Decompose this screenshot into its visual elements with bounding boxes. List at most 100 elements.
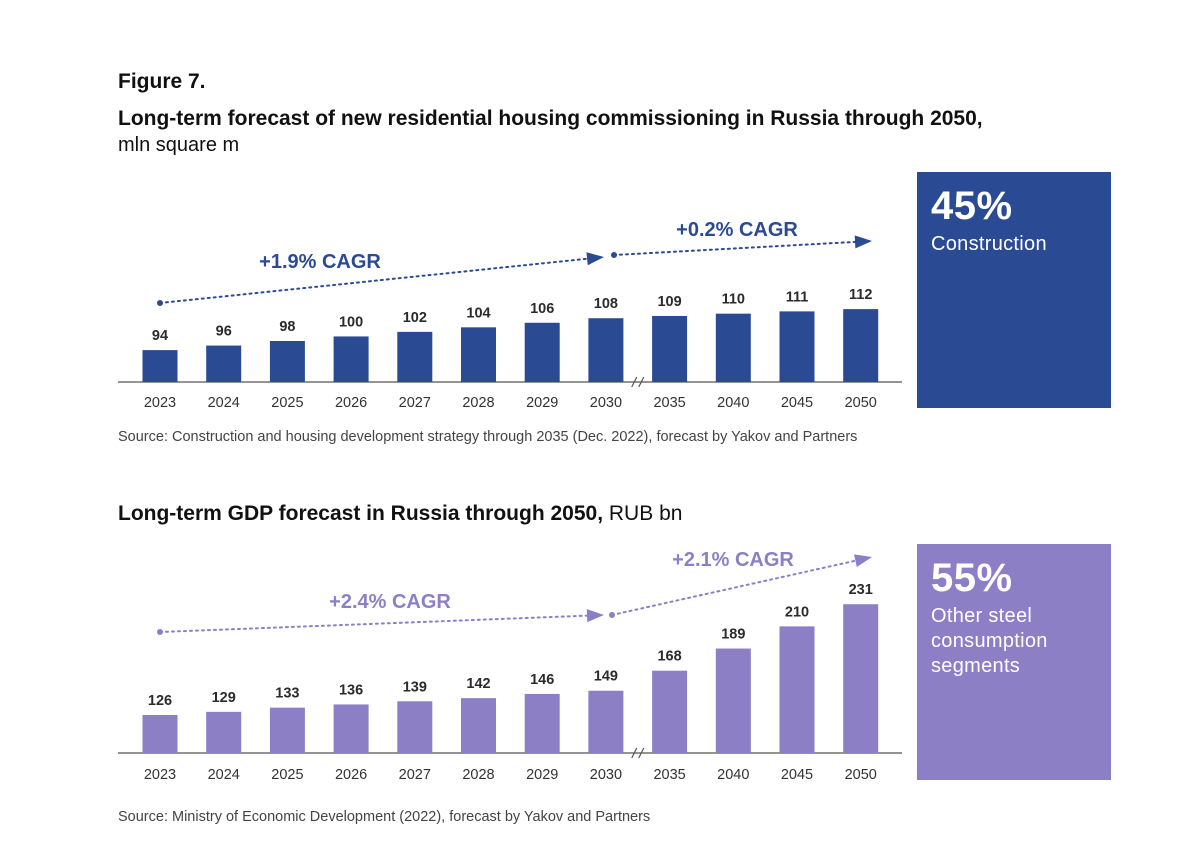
chart1-cagr-1-line <box>159 257 591 304</box>
chart1-bar-2028 <box>461 327 496 382</box>
chart1-tick-2028: 2028 <box>462 395 494 411</box>
chart2-tick-2045: 2045 <box>781 767 813 783</box>
chart2-callout-label: Other steel consumption segments <box>931 605 1048 677</box>
chart2-tick-2040: 2040 <box>717 767 749 783</box>
chart2-value-label-2027: 139 <box>403 679 427 695</box>
chart1-bar-2025 <box>269 341 305 382</box>
chart1-bar-2029 <box>524 322 560 382</box>
chart1-value-label-2035: 109 <box>657 294 681 310</box>
chart1-tick-2027: 2027 <box>399 395 431 411</box>
chart2-bar-2035 <box>652 670 688 753</box>
chart1-bar-2040 <box>715 313 751 382</box>
chart2-bar-2025 <box>269 707 305 753</box>
chart1-value-label-2045: 111 <box>786 289 809 305</box>
chart1-bar-2023 <box>142 350 178 382</box>
chart2-value-label-2035: 168 <box>657 649 681 665</box>
chart1-cagr-1-arrowhead <box>586 252 604 266</box>
chart2-cagr-1-line <box>159 614 591 633</box>
chart2-tick-2050: 2050 <box>845 767 877 783</box>
chart1-value-label-2027: 102 <box>403 310 427 326</box>
chart1-tick-2030: 2030 <box>590 395 622 411</box>
chart1-title-text: Long-term forecast of new residential ho… <box>118 107 983 130</box>
chart2-value-label-2026: 136 <box>339 682 363 698</box>
chart2-tick-2023: 2023 <box>144 767 176 783</box>
chart2-axis-break-mark-a <box>631 747 638 759</box>
chart1-bar-2050 <box>843 309 879 382</box>
chart2-bar-2028 <box>461 698 496 753</box>
chart1-tick-2023: 2023 <box>144 395 176 411</box>
chart1-value-label-2024: 96 <box>216 324 232 340</box>
chart1-bar-2026 <box>333 336 369 382</box>
chart2-tick-2027: 2027 <box>399 767 431 783</box>
chart1-cagr-2-line <box>613 240 859 256</box>
chart1-tick-2029: 2029 <box>526 395 558 411</box>
chart1-callout-box: 45% Construction <box>917 172 1111 408</box>
chart2-tick-2025: 2025 <box>271 767 303 783</box>
chart2-tick-2028: 2028 <box>462 767 494 783</box>
chart2-callout-percent: 55% <box>931 556 1013 600</box>
chart1-tick-2040: 2040 <box>717 395 749 411</box>
chart2-cagr-1-arrowhead <box>586 609 604 623</box>
chart1-bar-2030 <box>588 318 624 382</box>
chart2-tick-2026: 2026 <box>335 767 367 783</box>
chart1-tick-2026: 2026 <box>335 395 367 411</box>
chart1-unit: mln square m <box>118 134 240 156</box>
chart2-callout-box: 55% Other steel consumption segments <box>917 544 1111 780</box>
chart2-cagr-2-arrowhead <box>853 554 872 568</box>
chart1-cagr-2-label: +0.2% CAGR <box>676 219 798 241</box>
chart1-value-label-2023: 94 <box>152 328 168 344</box>
chart1-bar-2024 <box>206 345 242 382</box>
chart2-tick-2029: 2029 <box>526 767 558 783</box>
chart1-axis-break-mark-b <box>638 376 645 388</box>
chart2-bar-2024 <box>206 711 242 753</box>
chart2-bar-2050 <box>843 604 879 753</box>
chart1-value-label-2025: 98 <box>279 319 295 335</box>
chart1-value-label-2030: 108 <box>594 296 618 312</box>
chart2-bar-2027 <box>397 701 433 753</box>
chart2-tick-2030: 2030 <box>590 767 622 783</box>
chart2-bar-2026 <box>333 704 369 753</box>
chart1-callout-percent: 45% <box>931 184 1013 228</box>
chart2-value-label-2025: 133 <box>275 686 299 702</box>
chart2-bar-2030 <box>588 690 624 753</box>
chart1-value-label-2026: 100 <box>339 314 363 330</box>
chart2-title-text: Long-term GDP forecast in Russia through… <box>118 502 604 525</box>
chart1-title: Long-term forecast of new residential ho… <box>118 107 983 131</box>
chart2-value-label-2028: 142 <box>466 676 490 692</box>
chart2-bar-2045 <box>779 626 815 753</box>
chart1-tick-2035: 2035 <box>653 395 685 411</box>
chart2-cagr-1-label: +2.4% CAGR <box>329 591 451 613</box>
chart2-tick-2024: 2024 <box>208 767 240 783</box>
chart1-bar-2027 <box>397 331 433 382</box>
chart1-axis-break-mark-a <box>631 376 638 388</box>
chart2-cagr-2-line <box>611 559 859 616</box>
chart2-value-label-2029: 146 <box>530 672 554 688</box>
chart2-value-label-2045: 210 <box>785 604 809 620</box>
chart2-bar-2029 <box>524 693 560 753</box>
chart2-value-label-2050: 231 <box>849 582 873 598</box>
chart1-tick-2024: 2024 <box>208 395 240 411</box>
chart1-value-label-2029: 106 <box>530 301 554 317</box>
chart2-cagr-2-label: +2.1% CAGR <box>672 549 794 571</box>
chart1-value-label-2028: 104 <box>466 305 490 321</box>
chart2-tick-2035: 2035 <box>653 767 685 783</box>
chart1-cagr-1-label: +1.9% CAGR <box>259 251 381 273</box>
chart2-value-label-2024: 129 <box>212 690 236 706</box>
chart1-value-label-2050: 112 <box>849 287 872 303</box>
chart1-bar-2045 <box>779 311 815 382</box>
chart1-cagr-2-arrowhead <box>854 235 872 249</box>
chart2-value-label-2040: 189 <box>721 627 745 643</box>
chart2-axis-break-mark-b <box>638 747 645 759</box>
chart1-tick-2025: 2025 <box>271 395 303 411</box>
chart1-source: Source: Construction and housing develop… <box>118 429 858 445</box>
chart2-source: Source: Ministry of Economic Development… <box>118 809 651 825</box>
chart2-value-label-2030: 149 <box>594 669 618 685</box>
chart2-bar-2040 <box>715 648 751 753</box>
chart1-tick-2050: 2050 <box>845 395 877 411</box>
chart1-callout-label: Construction <box>931 233 1047 255</box>
chart1-value-label-2040: 110 <box>722 292 745 308</box>
chart2-unit: RUB bn <box>608 502 683 525</box>
chart2-bar-2023 <box>142 715 178 753</box>
chart2-title: Long-term GDP forecast in Russia through… <box>118 502 682 526</box>
